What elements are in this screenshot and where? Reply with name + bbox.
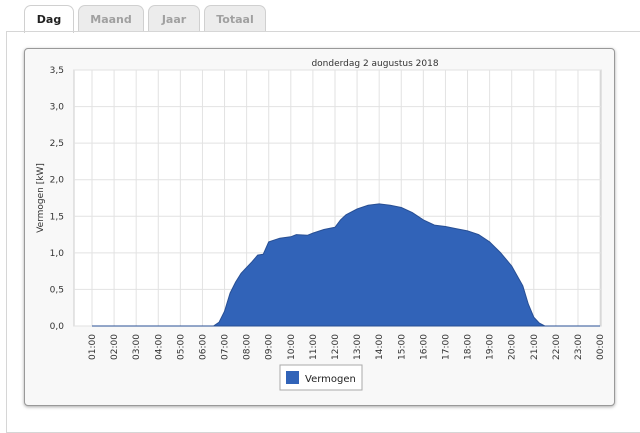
x-tick-label: 14:00 [375, 334, 385, 360]
legend-swatch [286, 371, 299, 384]
x-tick-label: 05:00 [176, 334, 186, 360]
y-tick-label: 0,0 [50, 322, 65, 332]
x-tick-label: 11:00 [309, 334, 319, 360]
x-tick-label: 09:00 [265, 334, 275, 360]
tab-jaar[interactable]: Jaar [148, 5, 200, 32]
y-tick-label: 1,0 [50, 249, 65, 259]
y-tick-label: 3,0 [50, 103, 65, 113]
x-tick-label: 16:00 [419, 334, 429, 360]
tab-totaal[interactable]: Totaal [204, 5, 266, 32]
area-series-vermogen [92, 203, 601, 327]
chart-title: donderdag 2 augustus 2018 [311, 59, 438, 69]
x-tick-label: 22:00 [552, 334, 562, 360]
x-tick-label: 10:00 [287, 334, 297, 360]
x-tick-label: 08:00 [243, 334, 253, 360]
x-tick-label: 02:00 [110, 334, 120, 360]
x-tick-label: 07:00 [221, 334, 231, 360]
tab-bar: Dag Maand Jaar Totaal [24, 5, 266, 33]
tab-maand[interactable]: Maand [78, 5, 144, 32]
y-axis-label: Vermogen [kW] [36, 163, 46, 233]
x-tick-label: 17:00 [441, 334, 451, 360]
tab-dag[interactable]: Dag [24, 5, 74, 33]
x-tick-label: 15:00 [397, 334, 407, 360]
x-tick-label: 00:00 [596, 334, 606, 360]
y-tick-label: 2,0 [50, 176, 65, 186]
y-tick-label: 1,5 [50, 212, 64, 222]
x-tick-label: 19:00 [486, 334, 496, 360]
x-tick-label: 03:00 [132, 334, 142, 360]
y-tick-label: 3,5 [50, 66, 64, 76]
x-tick-label: 23:00 [574, 334, 584, 360]
x-tick-label: 13:00 [353, 334, 363, 360]
x-tick-label: 04:00 [154, 334, 164, 360]
legend-label: Vermogen [305, 374, 356, 385]
x-tick-label: 01:00 [88, 334, 98, 360]
y-tick-label: 0,5 [50, 285, 64, 295]
x-tick-label: 20:00 [508, 334, 518, 360]
x-tick-label: 12:00 [331, 334, 341, 360]
y-tick-label: 2,5 [50, 139, 64, 149]
x-tick-label: 18:00 [464, 334, 474, 360]
x-tick-label: 21:00 [530, 334, 540, 360]
x-tick-label: 06:00 [198, 334, 208, 360]
power-chart: 0,0 0,5 1,0 1,5 2,0 2,5 3,0 3,5 01:00 02:00 03:00 0… [36, 59, 606, 391]
